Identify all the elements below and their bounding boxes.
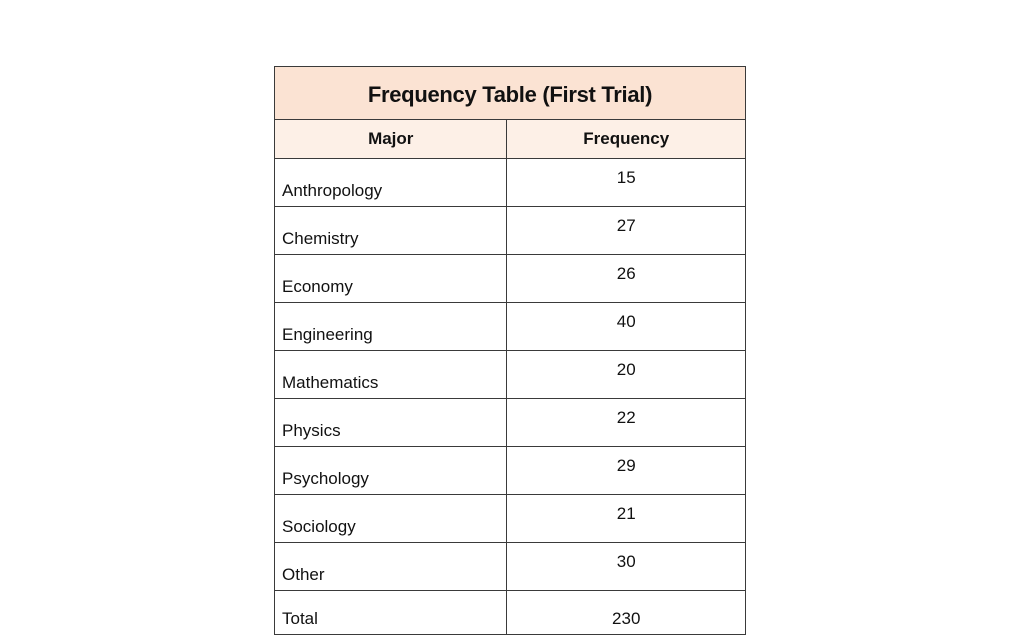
header-row: Major Frequency [273, 119, 746, 159]
frequency-cell: 26 [506, 254, 746, 303]
table-row: Anthropology 15 [273, 158, 746, 207]
table-row: Other 30 [273, 542, 746, 591]
frequency-cell: 30 [506, 542, 746, 591]
frequency-cell: 29 [506, 446, 746, 495]
table-row: Economy 26 [273, 254, 746, 303]
major-cell: Mathematics [273, 350, 508, 399]
table-row: Sociology 21 [273, 494, 746, 543]
title-row: Frequency Table (First Trial) [274, 66, 746, 120]
major-cell: Sociology [273, 494, 508, 543]
frequency-cell: 20 [506, 350, 746, 399]
total-frequency: 230 [506, 590, 746, 635]
frequency-cell: 22 [506, 398, 746, 447]
major-cell: Anthropology [273, 158, 508, 207]
table-row: Psychology 29 [273, 446, 746, 495]
table-row: Physics 22 [273, 398, 746, 447]
table-title: Frequency Table (First Trial) [274, 66, 746, 120]
total-label: Total [273, 590, 508, 635]
major-cell: Engineering [273, 302, 508, 351]
major-cell: Other [273, 542, 508, 591]
table-row: Mathematics 20 [273, 350, 746, 399]
major-cell: Chemistry [273, 206, 508, 255]
major-cell: Physics [273, 398, 508, 447]
table-row: Chemistry 27 [273, 206, 746, 255]
major-cell: Psychology [273, 446, 508, 495]
frequency-cell: 21 [506, 494, 746, 543]
column-header-major: Major [273, 119, 508, 159]
major-cell: Economy [273, 254, 508, 303]
table-row: Engineering 40 [273, 302, 746, 351]
frequency-cell: 15 [506, 158, 746, 207]
column-header-frequency: Frequency [506, 119, 746, 159]
frequency-cell: 27 [506, 206, 746, 255]
frequency-cell: 40 [506, 302, 746, 351]
total-row: Total 230 [273, 590, 746, 635]
frequency-table: Frequency Table (First Trial) Major Freq… [273, 66, 746, 635]
